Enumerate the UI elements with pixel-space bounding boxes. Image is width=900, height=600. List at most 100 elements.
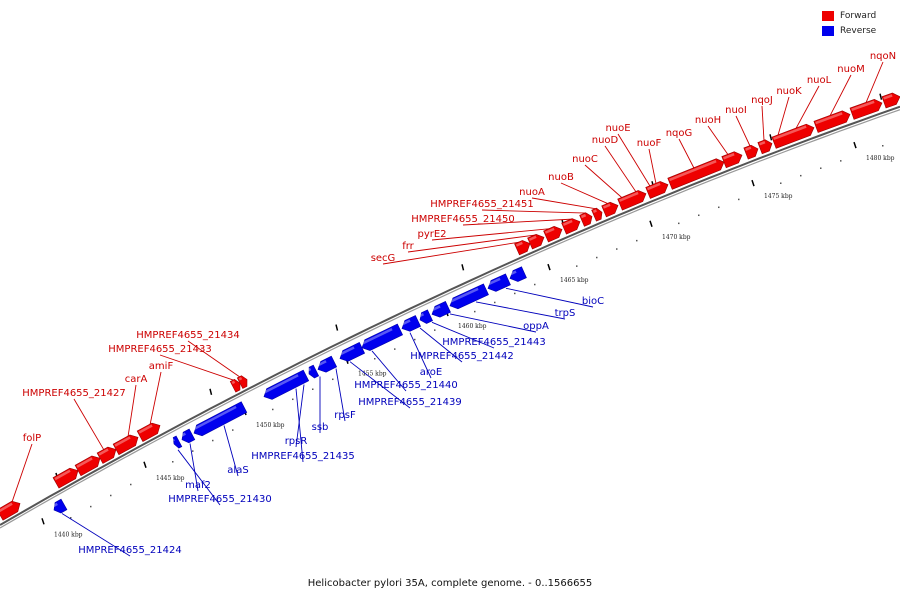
minor-tick	[374, 357, 376, 360]
leader-line	[61, 513, 131, 557]
gene-label: amiF	[149, 361, 174, 372]
gene-x16[interactable]	[645, 179, 671, 199]
forward-tick	[335, 324, 339, 331]
minor-tick	[332, 378, 334, 381]
leader-line	[735, 115, 751, 147]
minor-tick	[514, 292, 516, 295]
leader-line	[505, 287, 594, 308]
legend-reverse: Reverse	[822, 23, 892, 38]
tick-label: 1450 kbp	[256, 422, 285, 429]
gene-r10[interactable]	[417, 309, 433, 326]
gene-x18[interactable]	[721, 150, 744, 169]
leader-line	[159, 354, 235, 381]
minor-tick	[718, 206, 720, 209]
reverse-swatch	[822, 25, 834, 36]
gene-x24[interactable]	[881, 91, 900, 109]
legend-forward: Forward	[822, 8, 892, 23]
gene-x5[interactable]	[136, 420, 163, 442]
gene-x7[interactable]	[236, 374, 250, 389]
gene-r13[interactable]	[486, 273, 511, 294]
backbone-line-upper	[0, 105, 900, 526]
gene-r2[interactable]	[179, 428, 196, 445]
gene-x2[interactable]	[74, 453, 103, 477]
gene-label: alaS	[227, 465, 248, 476]
gene-x15[interactable]	[617, 188, 649, 211]
gene-x11[interactable]	[561, 216, 583, 235]
gene-r8[interactable]	[359, 323, 404, 353]
gene-label: carA	[125, 374, 148, 385]
gene-x8[interactable]	[514, 238, 533, 256]
minor-tick	[394, 348, 396, 350]
gene-label: folP	[23, 433, 41, 444]
leader-line	[777, 96, 790, 136]
leader-line	[127, 384, 137, 437]
gene-x10[interactable]	[543, 224, 565, 243]
gene-label: HMPREF4655_21430	[168, 494, 271, 505]
gene-r14[interactable]	[508, 266, 527, 284]
minor-tick	[840, 160, 842, 162]
minor-tick	[800, 174, 802, 177]
gene-folP[interactable]	[0, 498, 23, 521]
gene-x9[interactable]	[527, 232, 547, 250]
gene-r0[interactable]	[51, 498, 68, 515]
gene-x23[interactable]	[849, 97, 884, 120]
leader-line	[707, 125, 729, 155]
gene-label: rpsF	[334, 410, 356, 421]
tick-label: 1440 kbp	[54, 531, 83, 538]
leader-line	[617, 133, 651, 187]
minor-tick	[414, 338, 416, 341]
gene-x14[interactable]	[601, 200, 621, 218]
gene-r7[interactable]	[337, 342, 366, 364]
gene-x19[interactable]	[743, 143, 760, 160]
gene-label: pyrE2	[417, 229, 446, 240]
gene-r4[interactable]	[261, 369, 310, 402]
leader-line	[177, 449, 221, 506]
gene-arrows[interactable]	[0, 91, 900, 521]
gene-r1[interactable]	[171, 435, 183, 449]
gene-label: secG	[371, 253, 396, 264]
gene-label: HMPREF4655_21451	[430, 199, 533, 210]
gene-x1[interactable]	[52, 465, 81, 489]
gene-r5[interactable]	[306, 364, 320, 379]
leader-line	[149, 371, 162, 425]
legend-forward-label: Forward	[840, 10, 877, 21]
gene-label: nuoL	[807, 75, 832, 86]
gene-r12[interactable]	[447, 283, 489, 311]
gene-label: nuoE	[605, 123, 630, 134]
gene-x4[interactable]	[112, 432, 141, 456]
major-tick	[547, 263, 551, 271]
minor-tick	[130, 483, 132, 486]
tick-label: 1480 kbp	[866, 155, 895, 162]
gene-x21[interactable]	[771, 122, 816, 149]
gene-r3[interactable]	[191, 401, 248, 439]
leader-line	[449, 313, 537, 333]
minor-tick	[292, 398, 294, 401]
minor-tick	[780, 182, 782, 184]
gene-r6[interactable]	[315, 355, 338, 375]
leader-line	[584, 164, 623, 199]
gene-r11[interactable]	[429, 301, 451, 319]
gene-x13[interactable]	[591, 207, 605, 222]
gene-r9[interactable]	[399, 315, 421, 333]
gene-x3[interactable]	[96, 444, 119, 464]
leader-line	[761, 105, 765, 141]
minor-tick	[698, 214, 700, 217]
gene-label: frr	[402, 241, 414, 252]
gene-x22[interactable]	[813, 109, 852, 133]
gene-x20[interactable]	[757, 138, 774, 155]
gene-x6[interactable]	[229, 378, 243, 393]
minor-tick	[232, 429, 234, 431]
figure-caption: Helicobacter pylori 35A, complete genome…	[307, 578, 593, 589]
gene-label: HMPREF4655_21434	[136, 330, 239, 341]
gene-label: maf2	[185, 480, 211, 491]
tick-label: 1475 kbp	[764, 193, 793, 200]
gene-x17[interactable]	[667, 157, 726, 190]
gene-label: oppA	[523, 321, 549, 332]
gene-label: nqoN	[870, 51, 896, 62]
leader-line	[349, 361, 411, 409]
minor-tick	[212, 439, 214, 442]
leader-line	[409, 332, 432, 379]
gene-x12[interactable]	[579, 211, 595, 227]
minor-tick	[636, 239, 638, 242]
